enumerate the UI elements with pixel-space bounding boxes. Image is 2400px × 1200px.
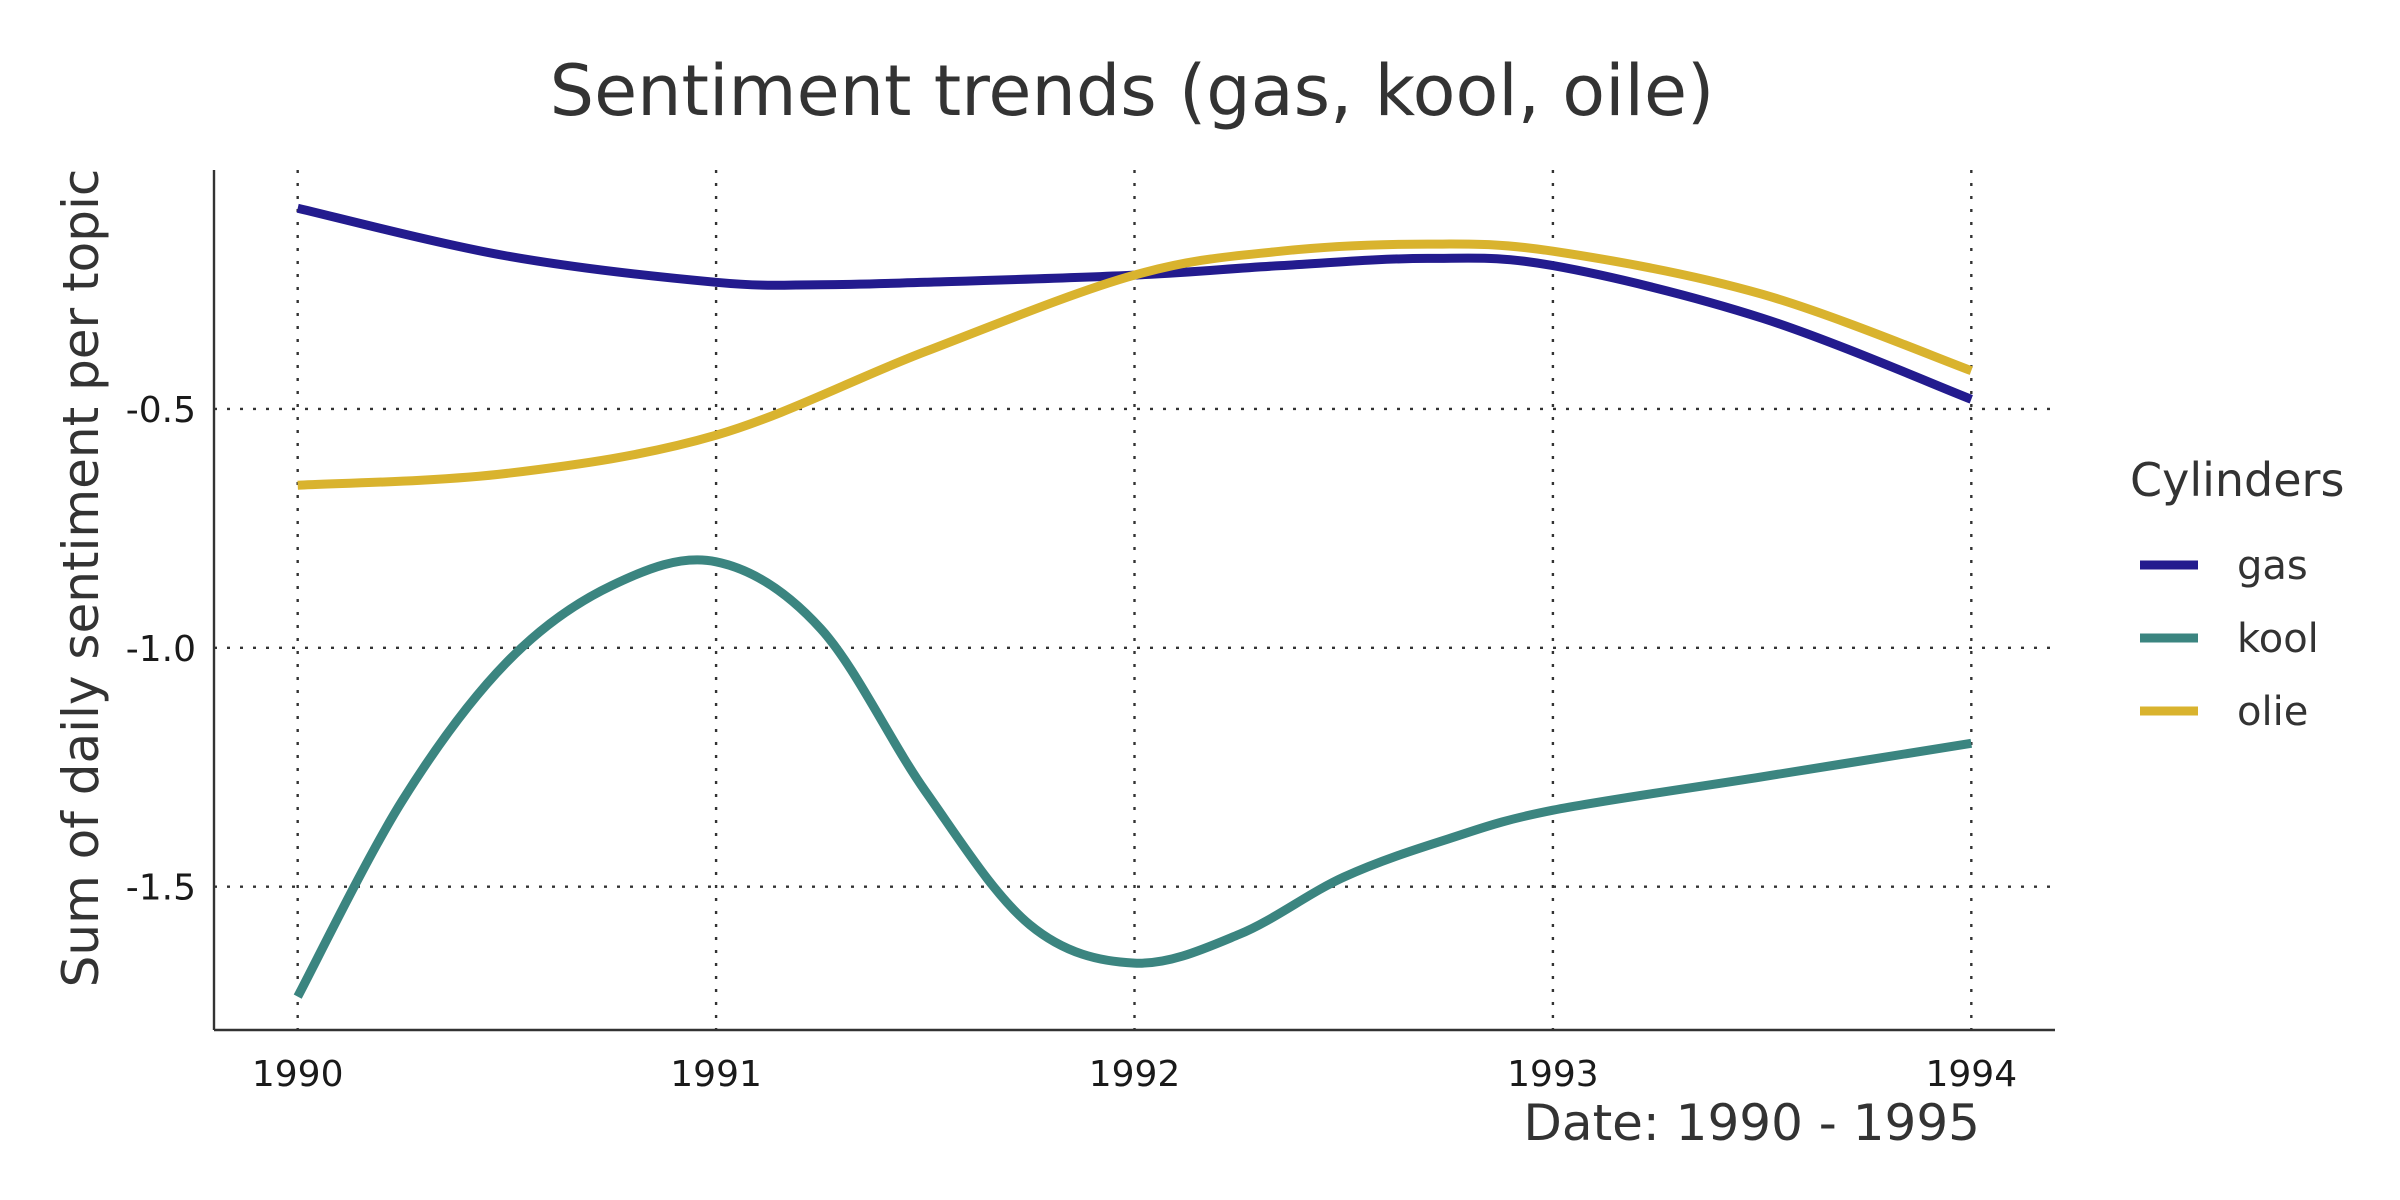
x-tick-label: 1993 bbox=[1507, 1054, 1599, 1095]
tick-layer: 1990 1991 1992 1993 1994 -0.5 -1.0 -1.5 bbox=[126, 390, 2017, 1095]
x-tick-label: 1990 bbox=[252, 1054, 344, 1095]
legend-label-gas: gas bbox=[2237, 543, 2308, 589]
y-tick-label: -1.0 bbox=[126, 629, 196, 670]
x-tick-label: 1991 bbox=[670, 1054, 762, 1095]
series-layer bbox=[293, 203, 1973, 999]
y-tick-label: -1.5 bbox=[126, 868, 196, 909]
axes-layer bbox=[212, 170, 2055, 1032]
series-line-kool bbox=[293, 555, 1973, 999]
grid-layer bbox=[214, 170, 2055, 1030]
legend-title: Cylinders bbox=[2130, 453, 2344, 507]
series-line-olie bbox=[297, 239, 1973, 490]
x-tick-label: 1992 bbox=[1089, 1054, 1181, 1095]
x-axis-label: Date: 1990 - 1995 bbox=[1523, 1094, 1980, 1152]
legend-label-kool: kool bbox=[2237, 616, 2319, 662]
legend: Cylinders gas kool olie bbox=[2130, 453, 2344, 735]
y-axis-label: Sum of daily sentiment per topic bbox=[52, 169, 110, 988]
legend-items: gas kool olie bbox=[2140, 543, 2319, 735]
y-tick-label: -0.5 bbox=[126, 390, 196, 431]
x-tick-label: 1994 bbox=[1926, 1054, 2018, 1095]
legend-label-olie: olie bbox=[2237, 689, 2308, 735]
chart-title: Sentiment trends (gas, kool, oile) bbox=[550, 50, 1715, 132]
